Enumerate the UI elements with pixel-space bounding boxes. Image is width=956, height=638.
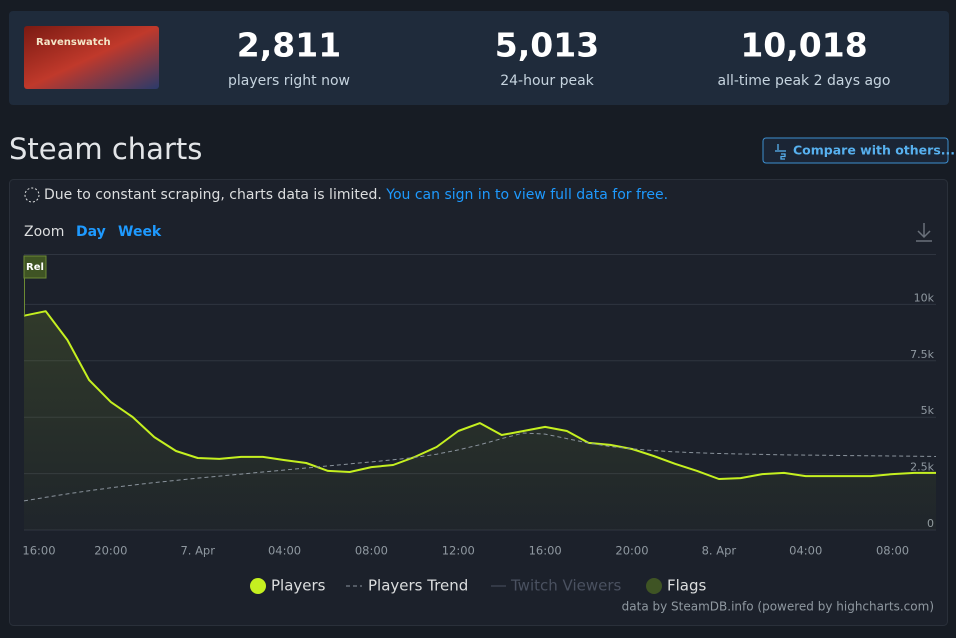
game-logo xyxy=(24,26,159,89)
y-tick-label: 7.5k xyxy=(910,348,934,361)
stat-label: players right now xyxy=(228,73,350,89)
y-tick-label: 5k xyxy=(921,404,935,417)
x-tick-label: 08:00 xyxy=(876,544,909,558)
legend-marker xyxy=(646,578,662,594)
x-tick-label: 8. Apr xyxy=(702,544,737,558)
notice-link[interactable]: You can sign in to view full data for fr… xyxy=(385,187,668,203)
legend-label[interactable]: Players Trend xyxy=(368,577,468,595)
x-tick-label: 20:00 xyxy=(615,544,648,558)
stat-label: 24-hour peak xyxy=(500,73,594,89)
notice-text: Due to constant scraping, charts data is… xyxy=(44,187,382,203)
heading: Steam charts xyxy=(9,132,202,166)
stat-label: all-time peak 2 days ago xyxy=(717,73,890,89)
stat-value: 5,013 xyxy=(495,26,599,65)
legend-marker xyxy=(250,578,266,594)
stat-value: 2,811 xyxy=(237,26,341,65)
download-icon[interactable] xyxy=(916,223,932,242)
compare-icon xyxy=(775,144,786,160)
series-line xyxy=(23,310,936,480)
x-tick-label: 04:00 xyxy=(789,544,822,558)
flag-title: Rel xyxy=(26,262,44,273)
zoom-label: Zoom xyxy=(24,224,64,240)
flag xyxy=(23,255,47,279)
x-tick-label: 16:00 xyxy=(529,544,562,558)
series-line xyxy=(23,432,937,502)
compare-button[interactable] xyxy=(762,137,949,164)
chart-panel xyxy=(9,179,948,626)
x-tick-label: 08:00 xyxy=(355,544,388,558)
legend-label[interactable]: Twitch Viewers xyxy=(510,577,622,595)
zoom-day[interactable]: Day xyxy=(76,224,106,240)
logo-text: Ravenswatch xyxy=(36,37,111,48)
stats-card xyxy=(9,11,949,105)
zoom-week[interactable]: Week xyxy=(118,224,162,240)
x-tick-label: 16:00 xyxy=(22,544,55,558)
compare-text[interactable]: Compare with others... xyxy=(793,143,955,158)
y-tick-label: 2.5k xyxy=(910,461,934,474)
x-tick-label: 7. Apr xyxy=(180,544,215,558)
legend-label[interactable]: Flags xyxy=(667,577,707,595)
notice: Due to constant scraping, charts data is… xyxy=(44,187,668,203)
legend-label[interactable]: Players xyxy=(271,577,326,595)
y-tick-label: 10k xyxy=(914,291,935,304)
notice-icon xyxy=(24,187,40,203)
x-tick-label: 20:00 xyxy=(94,544,127,558)
stat-value: 10,018 xyxy=(740,26,867,65)
x-tick-label: 12:00 xyxy=(442,544,475,558)
x-tick-label: 04:00 xyxy=(268,544,301,558)
credit: data by SteamDB.info (powered by highcha… xyxy=(622,600,934,614)
